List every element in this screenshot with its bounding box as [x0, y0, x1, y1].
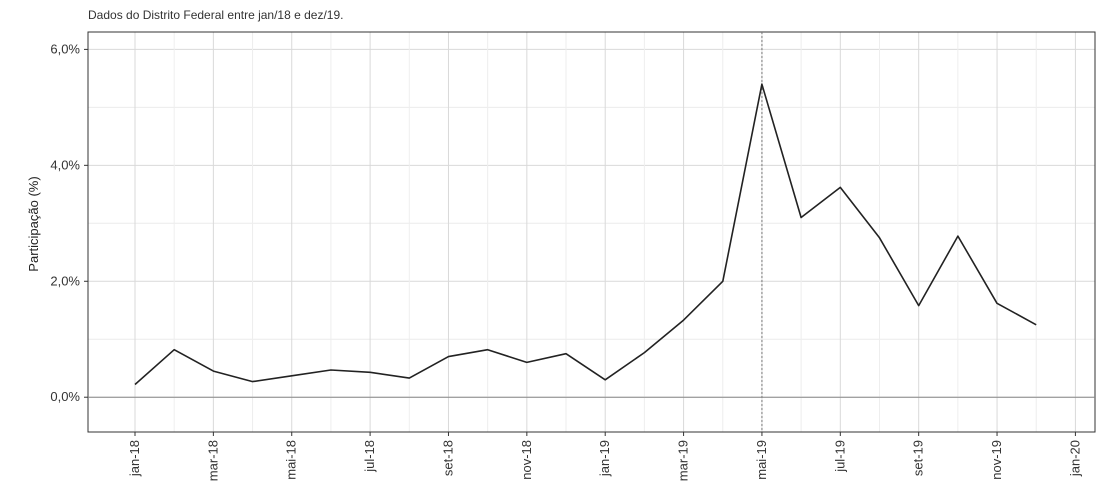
series-group: [134, 83, 1037, 386]
chart-subtitle: Dados do Distrito Federal entre jan/18 e…: [88, 8, 344, 22]
y-tick-label: 4,0%: [50, 157, 80, 172]
x-tick-label: nov-19: [989, 440, 1004, 480]
x-tick-label: set-19: [911, 440, 926, 476]
plot-frame: [87, 31, 1096, 433]
x-tick-label: jan-18: [127, 440, 142, 477]
x-axis: jan-18 mar-18 mai-18 jul-18 set-18 nov-18 jan-…: [127, 432, 1082, 481]
x-tick-label: mai-18: [284, 440, 299, 480]
series-line: [134, 83, 1037, 386]
x-tick-label: set-18: [440, 440, 455, 476]
y-axis-label: Participação (%): [26, 176, 41, 271]
x-tick-label: mai-19: [754, 440, 769, 480]
x-tick-label: jan-19: [597, 440, 612, 477]
x-tick-label: nov-18: [519, 440, 534, 480]
x-tick-label: jul-18: [362, 440, 377, 473]
x-tick-label: jan-20: [1067, 440, 1082, 477]
x-tick-label: mar-18: [205, 440, 220, 481]
x-tick-label: mar-19: [676, 440, 691, 481]
grid: [88, 32, 1095, 432]
y-tick-label: 0,0%: [50, 389, 80, 404]
y-tick-label: 2,0%: [50, 273, 80, 288]
y-tick-label: 6,0%: [50, 41, 80, 56]
y-axis: 0,0% 2,0% 4,0% 6,0%: [50, 41, 88, 404]
x-tick-label: jul-19: [832, 440, 847, 473]
